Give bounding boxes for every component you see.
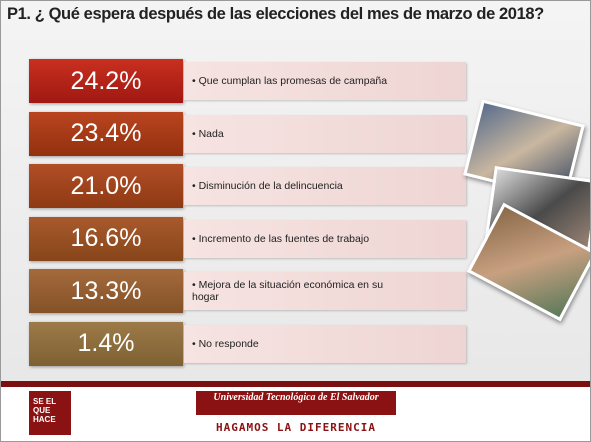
item-text: • Que cumplan las promesas de campaña xyxy=(192,75,388,87)
item-label: • No responde xyxy=(184,324,466,363)
title: P1. ¿ Qué espera después de las eleccion… xyxy=(7,5,544,23)
item-label: • Que cumplan las promesas de campaña xyxy=(184,62,466,100)
percentage-box: 23.4% xyxy=(29,111,183,156)
percentage-box: 16.6% xyxy=(29,216,183,261)
percentage-box: 13.3% xyxy=(29,269,183,313)
item-text: • Nada xyxy=(192,127,224,140)
percentage-box: 24.2% xyxy=(29,59,183,103)
logo: SE EL QUE HACE xyxy=(29,391,71,435)
item-text: • Disminución de la delincuencia xyxy=(192,180,343,192)
item-label: • Mejora de la situación económica en su… xyxy=(184,272,466,310)
percentage-box: 1.4% xyxy=(29,321,183,366)
item-text: • Incremento de las fuentes de trabajo xyxy=(192,232,370,245)
item-label: • Incremento de las fuentes de trabajo xyxy=(184,219,466,258)
item-text: • No responde xyxy=(192,337,259,350)
footer: SE EL QUE HACE Universidad Tecnológica d… xyxy=(1,381,590,441)
percentage-box: 21.0% xyxy=(29,164,183,208)
footer-band xyxy=(1,381,590,387)
motto: HAGAMOS LA DIFERENCIA xyxy=(215,421,377,434)
item-label: • Nada xyxy=(184,114,466,153)
item-label: • Disminución de la delincuencia xyxy=(184,167,466,205)
university-name: Universidad Tecnológica de El Salvador xyxy=(196,391,396,415)
item-text: • Mejora de la situación económica en su… xyxy=(192,279,384,303)
